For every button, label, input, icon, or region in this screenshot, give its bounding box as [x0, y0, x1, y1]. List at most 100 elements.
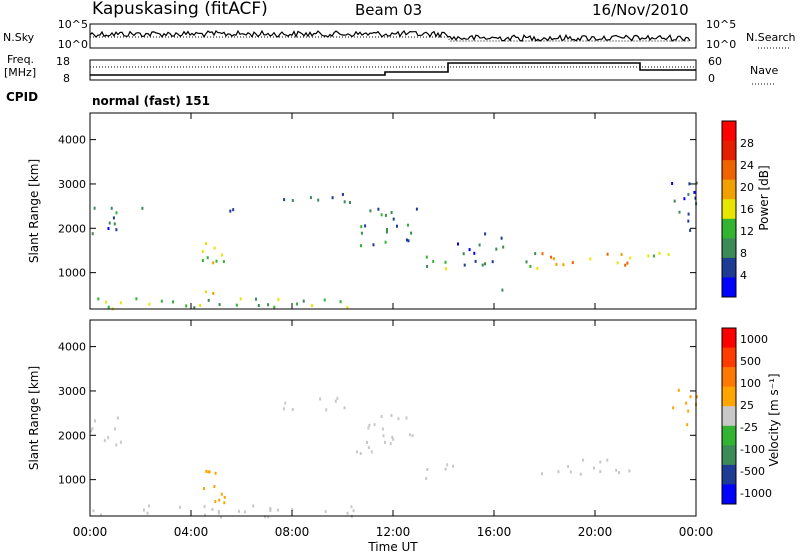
echo-cell: [116, 416, 119, 420]
echo-cell: [694, 196, 697, 200]
echo-cell: [212, 261, 215, 265]
beam-label: Beam 03: [355, 1, 422, 19]
y-tick-label: 1000: [58, 474, 86, 487]
echo-cell: [346, 306, 349, 310]
echo-cell: [217, 510, 220, 513]
echo-cell: [652, 254, 655, 258]
y-tick-label: 3000: [58, 385, 86, 398]
station-title: Kapuskasing (fitACF): [92, 0, 268, 19]
echo-cell: [346, 511, 349, 515]
echo-cell: [484, 262, 486, 266]
echo-cell: [115, 443, 118, 447]
colorbar-tick-label: 12: [740, 225, 754, 238]
echo-cell: [324, 510, 327, 514]
echo-cell: [141, 206, 144, 210]
echo-cell: [291, 199, 294, 202]
echo-cell: [444, 260, 447, 264]
freq-line: [90, 62, 696, 76]
echo-cell: [179, 505, 182, 509]
echo-cell: [673, 199, 676, 203]
echo-cell: [569, 470, 572, 474]
echo-cell: [232, 208, 235, 212]
echo-cell: [593, 466, 595, 470]
echo-cell: [244, 510, 246, 514]
echo-cell: [115, 211, 118, 215]
echo-cell: [525, 260, 528, 264]
echo-cell: [277, 298, 280, 302]
echo-cell: [113, 222, 116, 226]
echo-cell: [624, 263, 627, 267]
echo-cell: [364, 224, 367, 228]
echo-cell: [579, 472, 582, 476]
echo-cell: [218, 303, 221, 307]
echo-cell: [373, 423, 376, 427]
echo-cell: [411, 434, 414, 438]
echo-cell: [589, 257, 592, 261]
echo-cell: [323, 298, 326, 302]
echo-cell: [366, 441, 368, 444]
echo-cell: [425, 477, 428, 480]
echo-cell: [396, 224, 398, 228]
echo-cell: [135, 297, 138, 301]
echo-cell: [359, 452, 362, 455]
date-label: 16/Nov/2010: [592, 1, 689, 19]
colorbar-segment: [722, 160, 736, 181]
echo-cell: [213, 485, 216, 488]
freq-label-line1: Freq.: [7, 53, 34, 66]
echo-cell: [555, 262, 558, 266]
echo-cell: [201, 249, 204, 253]
colorbar-tick-label: 100: [740, 377, 761, 390]
freq-tick-bottom: 8: [63, 72, 70, 85]
echo-cell: [372, 243, 375, 247]
echo-cell: [667, 253, 670, 257]
echo-cell: [239, 297, 242, 301]
cpid-label: CPID: [6, 90, 38, 104]
colorbar-tick-label: 20: [740, 181, 754, 194]
echo-cell: [360, 225, 363, 229]
colorbar-segment: [722, 347, 736, 368]
echo-cell: [291, 408, 294, 411]
echo-cell: [360, 244, 362, 248]
echo-cell: [390, 211, 393, 214]
echo-cell: [211, 508, 214, 511]
echo-cell: [220, 492, 223, 496]
echo-cell: [235, 303, 238, 307]
colorbar-segment: [722, 179, 736, 200]
echo-cell: [415, 207, 418, 211]
x-tick-label: 00:00: [73, 525, 108, 539]
echo-cell: [626, 261, 629, 265]
echo-cell: [389, 442, 392, 446]
echo-cell: [446, 463, 449, 467]
y-tick-label: 4000: [58, 134, 86, 147]
echo-cell: [277, 508, 280, 512]
echo-cell: [478, 243, 481, 247]
echo-cell: [90, 429, 93, 433]
colorbar-segment: [722, 121, 736, 142]
echo-cell: [206, 256, 209, 260]
y-tick-label: 2000: [58, 222, 86, 235]
colorbar-segment: [722, 445, 736, 466]
power-x-ticks: [89, 113, 697, 309]
echo-cell: [534, 252, 537, 256]
echo-cell: [491, 260, 494, 264]
colorbar-tick-label: 24: [740, 159, 754, 172]
echo-cell: [203, 487, 205, 490]
nave-tick-bottom: 0: [708, 72, 715, 85]
cpid-value: normal (fast) 151: [92, 94, 210, 108]
echo-cell: [185, 304, 188, 308]
echo-cell: [172, 300, 174, 304]
echo-cell: [599, 470, 602, 474]
velocity-colorbar: 1000 500 100 25 -25 -100 -500 -1000: [721, 327, 772, 505]
echo-cell: [203, 505, 206, 509]
nsky-tick-top: 10^5: [58, 18, 88, 31]
colorbar-tick-label: -500: [740, 465, 765, 478]
echo-cell: [367, 446, 370, 450]
echo-cell: [536, 266, 539, 270]
echo-cell: [693, 190, 696, 194]
echo-cell: [567, 465, 570, 469]
echo-cell: [94, 419, 96, 423]
velocity-panel: 1000 2000 3000 4000 Slant Range [km] 1000 50…: [27, 319, 781, 519]
freq-tick-top: 18: [56, 55, 70, 68]
echo-cell: [349, 201, 351, 204]
echo-cell: [107, 227, 110, 230]
